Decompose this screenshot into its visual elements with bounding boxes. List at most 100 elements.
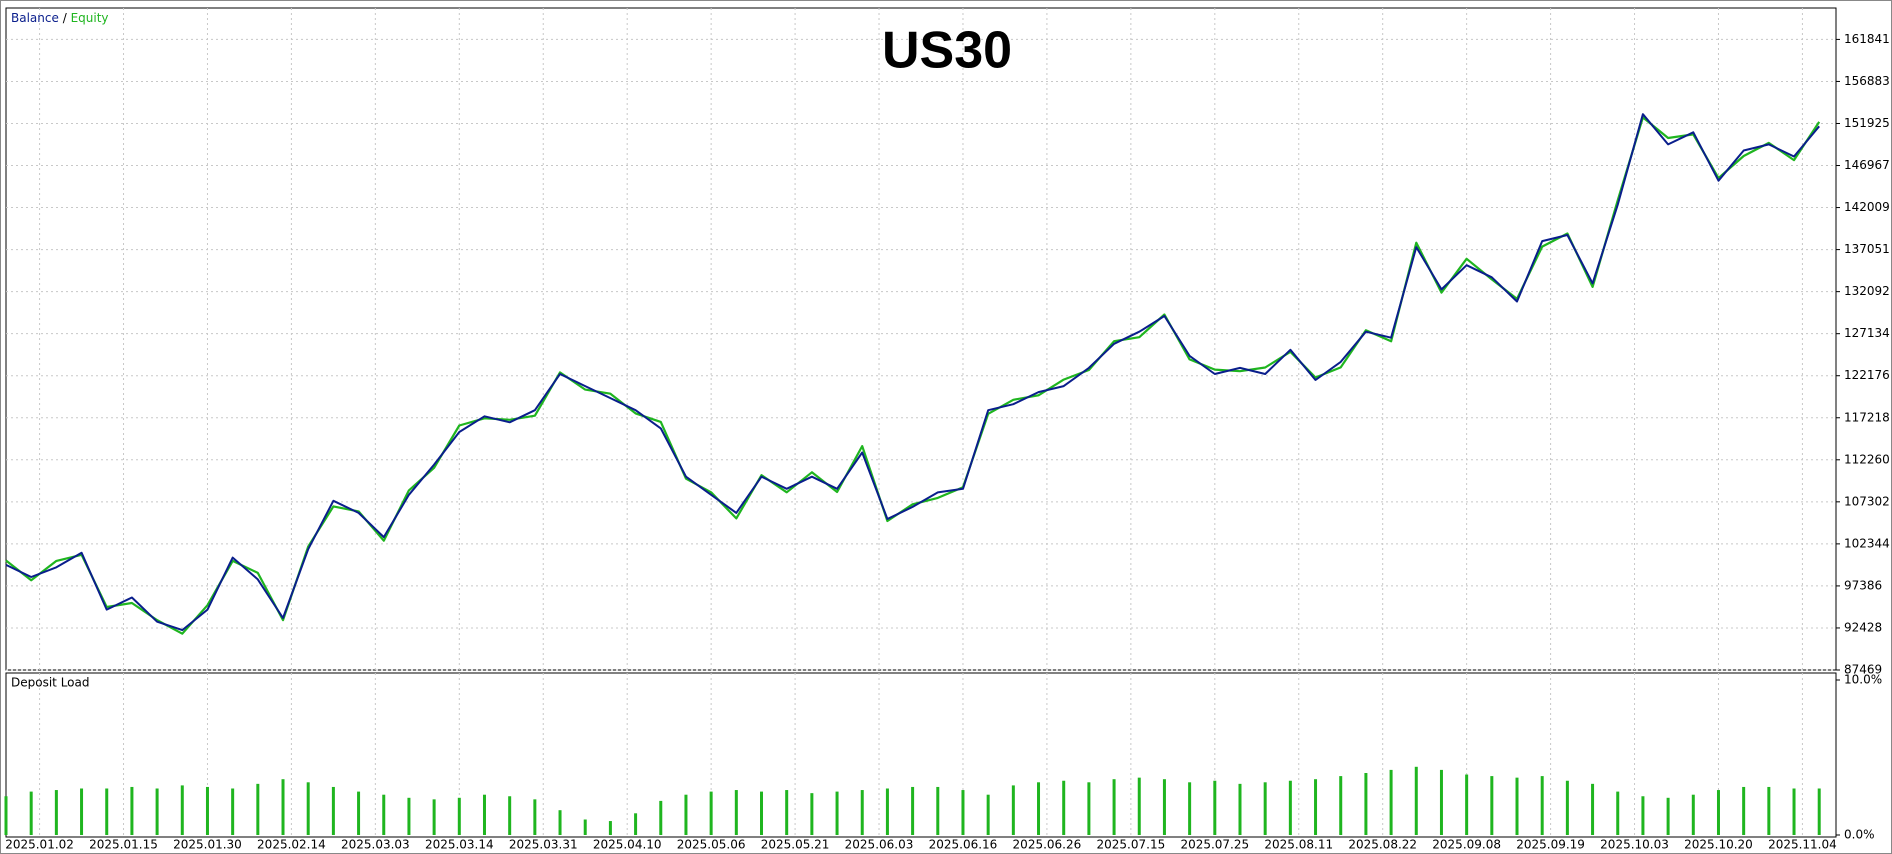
bar bbox=[1062, 780, 1066, 835]
y-tick-label: 107302 bbox=[1844, 494, 1890, 508]
pane-title: Deposit Load bbox=[11, 676, 89, 690]
x-tick-label: 2025.11.04 bbox=[1768, 838, 1837, 852]
x-tick-label: 2025.03.31 bbox=[509, 838, 578, 852]
y-tick-label: 87469 bbox=[1844, 663, 1882, 677]
bar bbox=[659, 800, 663, 835]
bar bbox=[80, 788, 84, 835]
bar bbox=[1364, 773, 1368, 835]
bar bbox=[1465, 774, 1469, 835]
x-tick-label: 2025.07.15 bbox=[1097, 838, 1166, 852]
bar bbox=[608, 821, 612, 835]
x-tick-label: 2025.05.21 bbox=[761, 838, 830, 852]
bar bbox=[432, 799, 436, 835]
x-tick-label: 2025.03.14 bbox=[425, 838, 494, 852]
bar bbox=[1540, 776, 1544, 835]
x-tick-label: 2025.06.03 bbox=[845, 838, 914, 852]
bar bbox=[1263, 782, 1267, 835]
bar bbox=[256, 783, 260, 835]
y-tick-label: 92428 bbox=[1844, 620, 1882, 634]
bar bbox=[1565, 780, 1569, 835]
y-tick-label: 112260 bbox=[1844, 452, 1890, 466]
bar bbox=[936, 786, 940, 835]
bar bbox=[1288, 780, 1292, 835]
bar bbox=[231, 788, 235, 835]
bar bbox=[1162, 779, 1166, 835]
series-line bbox=[5, 116, 1821, 635]
bar bbox=[1037, 782, 1041, 835]
bar bbox=[205, 786, 209, 835]
bar bbox=[1515, 777, 1519, 835]
bar bbox=[1112, 779, 1116, 835]
legend-balance: Balance bbox=[11, 11, 59, 25]
bar bbox=[1188, 782, 1192, 835]
bar bbox=[860, 790, 864, 835]
chart-title: US30 bbox=[882, 22, 1012, 80]
bar bbox=[1414, 766, 1418, 835]
y-tick-label: 142009 bbox=[1844, 200, 1890, 214]
bar bbox=[105, 788, 109, 835]
x-tick-label: 2025.10.03 bbox=[1600, 838, 1669, 852]
x-tick-label: 2025.08.22 bbox=[1348, 838, 1417, 852]
bar bbox=[457, 797, 461, 835]
bar bbox=[180, 785, 184, 835]
bar bbox=[810, 793, 814, 835]
bar bbox=[1238, 783, 1242, 835]
y-tick-label: 122176 bbox=[1844, 368, 1890, 382]
x-tick-label: 2025.01.02 bbox=[5, 838, 74, 852]
y-tick-label: 146967 bbox=[1844, 158, 1890, 172]
bar bbox=[306, 782, 310, 835]
bar bbox=[709, 791, 713, 835]
y-tick-label: 137051 bbox=[1844, 242, 1890, 256]
bar bbox=[533, 799, 537, 835]
bar bbox=[1641, 796, 1645, 835]
bar bbox=[1439, 769, 1443, 835]
bar bbox=[1616, 791, 1620, 835]
grid bbox=[6, 8, 1836, 837]
bar bbox=[54, 790, 58, 835]
bar bbox=[1767, 786, 1771, 835]
bar bbox=[130, 786, 134, 835]
bottom-pane bbox=[5, 672, 1837, 838]
x-tick-label: 2025.06.26 bbox=[1013, 838, 1082, 852]
bar bbox=[331, 786, 335, 835]
y-tick-label: 161841 bbox=[1844, 32, 1890, 46]
series-line bbox=[5, 113, 1820, 632]
bar bbox=[1817, 788, 1821, 835]
bar bbox=[760, 791, 764, 835]
bar bbox=[1792, 788, 1796, 835]
x-tick-label: 2025.09.19 bbox=[1516, 838, 1585, 852]
y-tick-label: 117218 bbox=[1844, 410, 1890, 424]
x-tick-label: 2025.08.11 bbox=[1264, 838, 1333, 852]
x-tick-label: 2025.04.10 bbox=[593, 838, 662, 852]
legend-equity: Equity bbox=[71, 11, 109, 25]
bar bbox=[885, 788, 889, 835]
bar bbox=[558, 810, 562, 835]
bar bbox=[785, 790, 789, 835]
bar bbox=[1591, 783, 1595, 835]
y-tick-label: 156883 bbox=[1844, 74, 1890, 88]
x-tick-label: 2025.06.16 bbox=[929, 838, 998, 852]
bar bbox=[911, 786, 915, 835]
bar bbox=[357, 791, 361, 835]
bar bbox=[1087, 782, 1091, 835]
bar bbox=[1314, 779, 1318, 835]
y-tick-label: 0.0% bbox=[1844, 828, 1875, 842]
y-tick-label: 10.0% bbox=[1844, 673, 1882, 687]
x-tick-label: 2025.02.14 bbox=[257, 838, 326, 852]
x-tick-label: 2025.10.20 bbox=[1684, 838, 1753, 852]
y-tick-label: 102344 bbox=[1844, 536, 1890, 550]
bar bbox=[835, 791, 839, 835]
bar bbox=[1213, 780, 1217, 835]
y-tick-label: 151925 bbox=[1844, 116, 1890, 130]
x-tick-label: 2025.09.08 bbox=[1432, 838, 1501, 852]
bar bbox=[1011, 785, 1015, 835]
legend-separator: / bbox=[63, 11, 68, 25]
bar bbox=[1339, 776, 1343, 835]
bar bbox=[155, 788, 159, 835]
bar bbox=[634, 813, 638, 835]
x-tick-label: 2025.01.15 bbox=[89, 838, 158, 852]
y-tick-label: 132092 bbox=[1844, 284, 1890, 298]
bar bbox=[382, 794, 386, 835]
x-tick-label: 2025.01.30 bbox=[173, 838, 242, 852]
bar bbox=[29, 791, 33, 835]
